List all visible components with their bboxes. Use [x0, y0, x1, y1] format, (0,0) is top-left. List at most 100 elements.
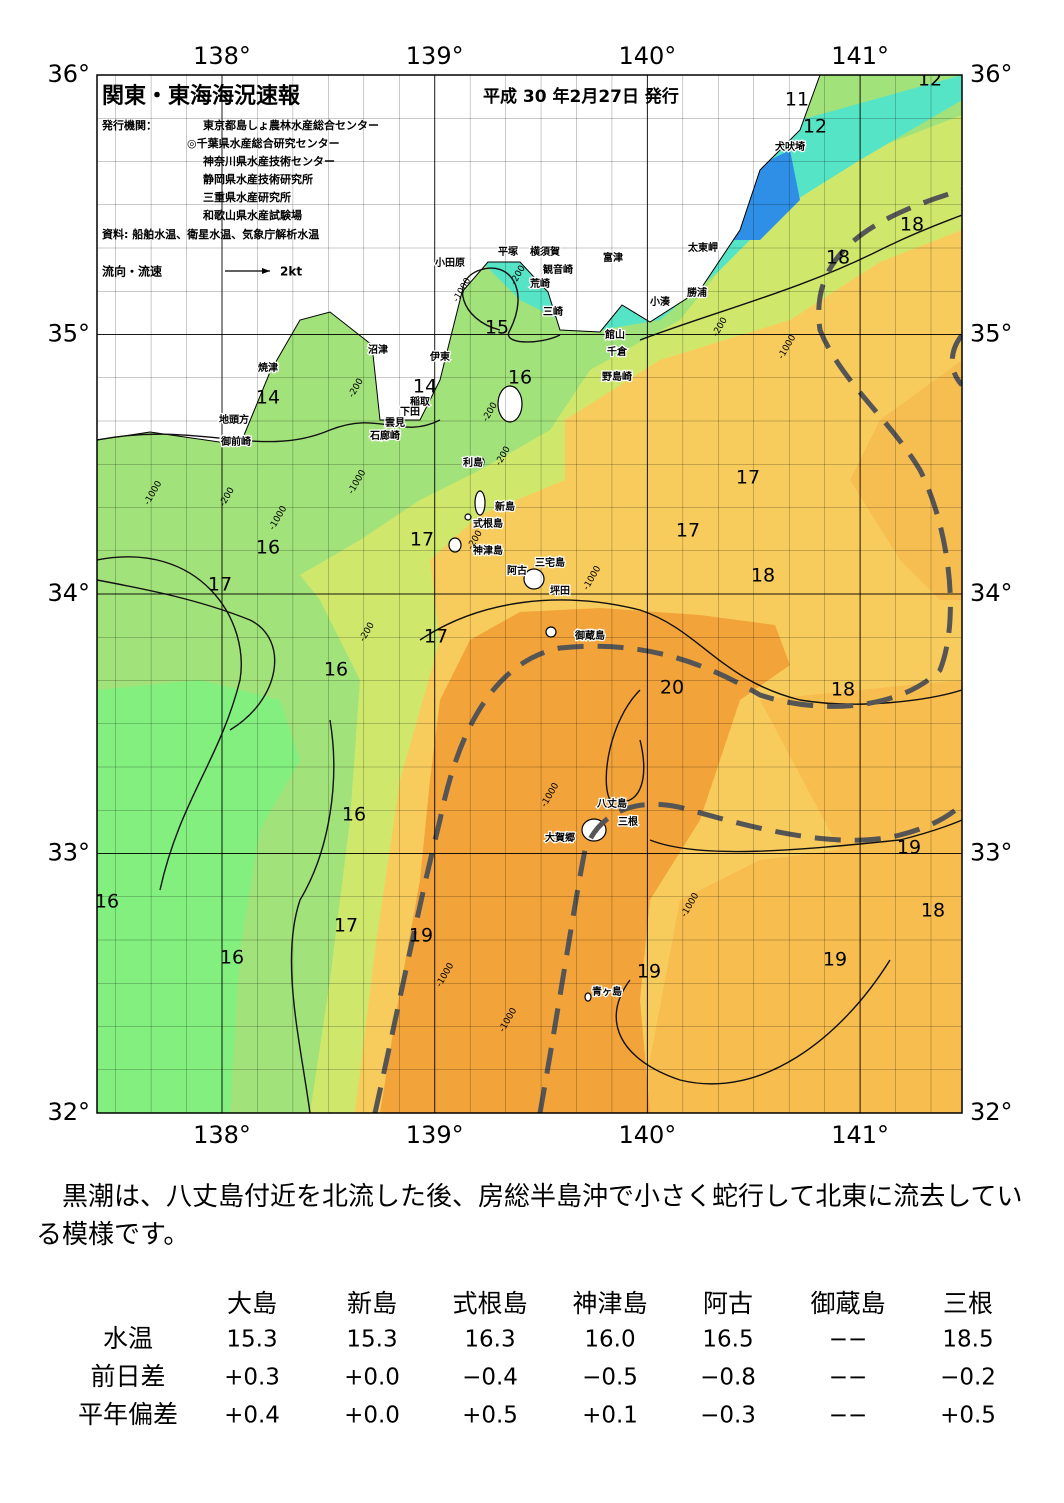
isotherm — [461, 267, 561, 343]
table-cell: +0.1 — [582, 1403, 638, 1429]
place-label: 青ヶ島 — [592, 985, 622, 998]
longitude-label: 138° — [193, 42, 251, 70]
table-header: 大島 — [227, 1289, 277, 1318]
isotherm-label: 18 — [900, 214, 924, 236]
longitude-label: 140° — [618, 1121, 676, 1149]
table-cell: −0.5 — [582, 1365, 638, 1391]
longitude-label: 139° — [406, 42, 464, 70]
place-label: 大賀郷 — [545, 831, 575, 844]
table-header: 御蔵島 — [810, 1289, 885, 1318]
place-label: 小田原 — [434, 256, 465, 269]
isotherm-label: 19 — [409, 925, 433, 947]
isotherm-label: 17 — [676, 520, 700, 542]
issuer: ◎千葉県水産総合研究センター — [187, 136, 340, 150]
place-label: 三崎 — [543, 305, 563, 318]
isotherm-label: 17 — [424, 626, 448, 648]
table-cell: −− — [829, 1327, 868, 1353]
island — [584, 992, 592, 1002]
legend-label: 流向・流速 — [102, 264, 162, 279]
place-label: 勝浦 — [687, 286, 707, 299]
place-label: 三宅島 — [535, 556, 565, 569]
place-label: 地頭方 — [219, 413, 249, 426]
latitude-label: 33° — [47, 839, 90, 867]
kuroshio-path — [372, 187, 962, 1113]
place-label: 沼津 — [368, 343, 388, 356]
place-label: 御蔵島 — [574, 629, 605, 642]
place-label: 阿古 — [507, 564, 527, 577]
isotherm-label: 16 — [256, 537, 280, 559]
legend-unit: 2kt — [280, 265, 302, 279]
place-label: 館山 — [604, 328, 625, 341]
longitude-label: 139° — [406, 1121, 464, 1149]
isotherm — [290, 719, 335, 1113]
kuroshio-axis — [372, 187, 962, 1113]
longitude-label: 141° — [831, 42, 889, 70]
island — [523, 568, 545, 590]
table-cell: +0.0 — [344, 1365, 400, 1391]
table-cell: +0.5 — [462, 1403, 518, 1429]
latitude-label: 35° — [47, 320, 90, 348]
row-label: 前日差 — [90, 1362, 165, 1391]
place-label: 三根 — [618, 815, 638, 828]
table-cell: 16.5 — [702, 1327, 753, 1353]
graticule — [97, 75, 962, 1113]
land — [97, 75, 821, 446]
isotherm-label: 18 — [751, 565, 775, 587]
table-cell: 16.0 — [584, 1327, 635, 1353]
isotherm-label: 12 — [803, 116, 827, 138]
isotherm — [649, 819, 962, 853]
isotherm — [97, 579, 276, 731]
place-label: 稲取 — [410, 395, 431, 408]
issue-date: 平成 30 年2月27日 発行 — [483, 86, 679, 107]
summary: 黒潮は、八丈島付近を北流した後、房総半島沖で小さく蛇行して北東に流去している模様… — [36, 1182, 1023, 1250]
issuer: 和歌山県水産試験場 — [203, 208, 302, 222]
kuroshio-path — [537, 801, 962, 1113]
isotherm-label: 15 — [485, 317, 509, 339]
legend-arrowhead — [262, 268, 270, 274]
place-label: 神津島 — [473, 544, 503, 557]
sea-zone — [97, 680, 300, 1113]
table-header: 三根 — [943, 1289, 993, 1318]
map-frame — [96, 74, 963, 1114]
table-cell: 15.3 — [346, 1327, 397, 1353]
table-cell: −0.4 — [462, 1365, 518, 1391]
isotherm-label: 17 — [334, 915, 358, 937]
island — [464, 513, 472, 521]
row-label: 水温 — [103, 1324, 153, 1353]
isotherm-label: 19 — [823, 949, 847, 971]
isotherm-label: 18 — [921, 900, 945, 922]
place-label: 焼津 — [258, 361, 278, 374]
latitude-label: 34° — [970, 579, 1013, 607]
place-label: 式根島 — [473, 517, 503, 530]
island — [497, 385, 523, 423]
place-label: 石廊崎 — [369, 429, 400, 442]
latitude-label: 36° — [47, 60, 90, 88]
place-label: 荒崎 — [529, 277, 550, 290]
place-label: 新島 — [495, 500, 515, 513]
issuer: 東京都島しょ農林水産総合センター — [203, 118, 379, 132]
isotherm-label: 16 — [342, 804, 366, 826]
table-header: 阿古 — [703, 1289, 753, 1318]
issuer: 三重県水産研究所 — [203, 190, 291, 204]
table-header: 新島 — [347, 1289, 397, 1318]
latitude-label: 34° — [47, 579, 90, 607]
table-cell: −0.3 — [700, 1403, 756, 1429]
isotherm-label: 12 — [918, 69, 942, 91]
sea-zone — [640, 680, 962, 1113]
kuroshio-path — [949, 333, 962, 387]
place-label: 八丈島 — [596, 797, 627, 810]
table-header: 神津島 — [572, 1289, 647, 1318]
isotherm-label: 17 — [736, 467, 760, 489]
isotherm — [97, 556, 242, 891]
isotherm-label: 18 — [826, 247, 850, 269]
header: 関東・東海海況速報 平成 30 年2月27日 発行 発行機関： 資料: 船舶水温… — [101, 83, 679, 279]
issuer: 静岡県水産技術研究所 — [203, 172, 313, 186]
place-label: 御前崎 — [220, 435, 251, 448]
sea-zone — [850, 360, 962, 600]
longitude-label: 141° — [831, 1121, 889, 1149]
table-cell: +0.3 — [224, 1365, 280, 1391]
